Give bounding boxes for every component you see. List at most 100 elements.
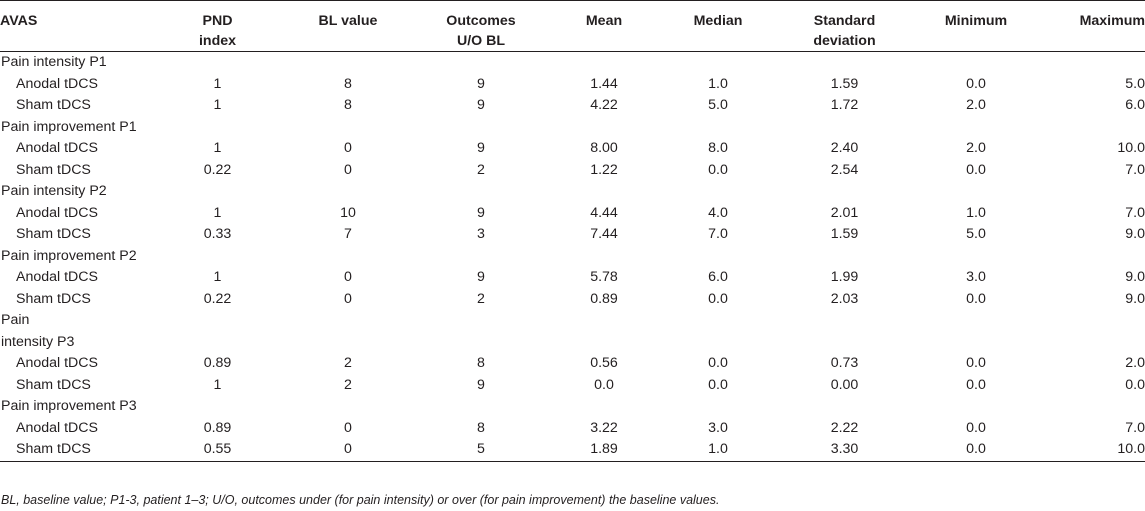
table-cell: 5.0 xyxy=(966,226,986,242)
table-row: Anodal tDCS 1 10 9 4.44 4.0 2.01 1.0 7.0 xyxy=(0,203,1145,225)
table-header: AVAS PND index BL value Outcomes U/O BL Mean Me… xyxy=(0,0,1145,52)
table-cell: 2.03 xyxy=(830,290,859,307)
table-cell: 0.89 xyxy=(203,355,232,371)
table-cell: 1.0 xyxy=(708,75,728,92)
table-cell: 0.0 xyxy=(1125,376,1145,393)
table-cell: 3.22 xyxy=(590,419,618,436)
table-cell: 1 xyxy=(213,97,222,113)
group-row: intensity P3 xyxy=(0,332,1145,354)
table-cell: 1.99 xyxy=(830,269,859,285)
table-cell: 7 xyxy=(344,226,352,242)
header-row: AVAS PND index BL value Outcomes U/O BL Mean Me… xyxy=(0,0,1145,52)
column-header: Median xyxy=(659,1,777,52)
table-cell: 7.0 xyxy=(1125,204,1145,221)
table-cell: 0.89 xyxy=(590,290,618,307)
table-cell: 0.0 xyxy=(966,441,986,457)
table-cell: 0.0 xyxy=(966,376,986,393)
table-cell: 0.0 xyxy=(594,376,614,393)
group-label: Pain improvement P2 xyxy=(1,247,137,264)
row-label: Sham tDCS xyxy=(16,290,91,307)
table-cell: 1.59 xyxy=(830,75,859,92)
table-row: Sham tDCS 0.22 0 2 0.89 0.0 2.03 0.0 9.0 xyxy=(0,289,1145,311)
table-cell: 0 xyxy=(344,161,352,178)
table-cell: 7.0 xyxy=(1125,419,1145,436)
group-label: Pain intensity P2 xyxy=(1,183,107,199)
table-row: Sham tDCS 0.33 7 3 7.44 7.0 1.59 5.0 9.0 xyxy=(0,224,1145,246)
table-cell: 9 xyxy=(477,269,485,285)
column-header-line: Mean xyxy=(585,13,623,29)
table-cell: 2.22 xyxy=(830,419,859,436)
table-cell: 1 xyxy=(213,75,222,92)
column-header: Standard deviation xyxy=(777,1,912,52)
group-row: Pain improvement P3 xyxy=(0,396,1145,418)
table-cell: 0.0 xyxy=(708,161,728,178)
table-cell: 0.55 xyxy=(203,441,232,457)
group-row: Pain improvement P2 xyxy=(0,246,1145,268)
table-row: Sham tDCS 0.55 0 5 1.89 1.0 3.30 0.0 10.0 xyxy=(0,439,1145,461)
table-cell: 1.0 xyxy=(708,441,728,457)
group-label: Pain improvement P3 xyxy=(1,398,137,414)
table-cell: 1.0 xyxy=(966,204,986,221)
group-row: Pain xyxy=(0,310,1145,332)
table-cell: 7.44 xyxy=(590,226,618,242)
table-cell: 9.0 xyxy=(1125,290,1145,307)
group-label: Pain intensity P1 xyxy=(1,54,107,70)
table-cell: 2 xyxy=(344,376,352,393)
table-cell: 8 xyxy=(344,97,352,113)
table-cell: 5.0 xyxy=(708,97,728,113)
table-cell: 1 xyxy=(213,140,222,156)
table-cell: 4.0 xyxy=(708,204,728,221)
table-cell: 10 xyxy=(340,204,356,221)
table-cell: 7.0 xyxy=(1125,161,1145,178)
table-cell: 1.72 xyxy=(830,97,859,113)
group-row: Pain intensity P2 xyxy=(0,181,1145,203)
table-cell: 9.0 xyxy=(1125,269,1145,285)
table-row: Anodal tDCS 1 0 9 8.00 8.0 2.40 2.0 10.0 xyxy=(0,138,1145,160)
table-cell: 0.89 xyxy=(203,419,232,436)
table-cell: 2.0 xyxy=(1125,355,1145,371)
table-cell: 9 xyxy=(477,204,485,221)
column-header-line: BL value xyxy=(318,13,378,29)
table-cell: 0.0 xyxy=(966,75,986,92)
table-cell: 0 xyxy=(344,140,352,156)
table-cell: 10.0 xyxy=(1117,140,1145,156)
table-cell: 0.0 xyxy=(966,290,986,307)
table-cell: 0 xyxy=(344,441,352,457)
table-cell: 0.33 xyxy=(203,226,232,242)
table-cell: 1.59 xyxy=(830,226,859,242)
table-cell: 0.00 xyxy=(830,376,859,393)
table-cell: 10.0 xyxy=(1117,441,1145,457)
table-cell: 6.0 xyxy=(1125,97,1145,113)
row-label: Sham tDCS xyxy=(16,376,91,393)
table-cell: 8 xyxy=(477,419,485,436)
table-cell: 5.78 xyxy=(590,269,618,285)
table-cell: 8 xyxy=(344,75,352,92)
table-row: Anodal tDCS 0.89 2 8 0.56 0.0 0.73 0.0 2.0 xyxy=(0,353,1145,375)
group-row: Pain intensity P1 xyxy=(0,52,1145,74)
table-cell: 1 xyxy=(213,204,222,221)
results-table: AVAS PND index BL value Outcomes U/O BL Mean Me… xyxy=(0,0,1145,461)
row-label: Sham tDCS xyxy=(16,161,91,178)
column-header-line: Standard xyxy=(813,13,876,29)
row-label: Anodal tDCS xyxy=(16,204,99,221)
table-row: Anodal tDCS 1 0 9 5.78 6.0 1.99 3.0 9.0 xyxy=(0,267,1145,289)
table-row: Sham tDCS 1 2 9 0.0 0.0 0.00 0.0 0.0 xyxy=(0,375,1145,397)
column-header-line: AVAS xyxy=(0,13,38,29)
table-cell: 5.0 xyxy=(1125,75,1145,92)
column-header-line: U/O BL xyxy=(456,33,506,49)
table-cell: 3 xyxy=(477,226,485,242)
row-label: Anodal tDCS xyxy=(16,355,99,371)
table-cell: 0.73 xyxy=(830,355,859,371)
table-cell: 0.0 xyxy=(966,419,986,436)
group-row: Pain improvement P1 xyxy=(0,117,1145,139)
table-cell: 2 xyxy=(344,355,352,371)
table-cell: 1.44 xyxy=(590,75,618,92)
table-cell: 0.0 xyxy=(966,355,986,371)
table-cell: 2.0 xyxy=(966,140,986,156)
row-label: Sham tDCS xyxy=(16,441,91,457)
row-label: Anodal tDCS xyxy=(16,140,99,156)
column-header: Outcomes U/O BL xyxy=(413,1,549,52)
table-row: Sham tDCS 1 8 9 4.22 5.0 1.72 2.0 6.0 xyxy=(0,95,1145,117)
row-label: Anodal tDCS xyxy=(16,75,99,92)
table-cell: 3.30 xyxy=(830,441,859,457)
